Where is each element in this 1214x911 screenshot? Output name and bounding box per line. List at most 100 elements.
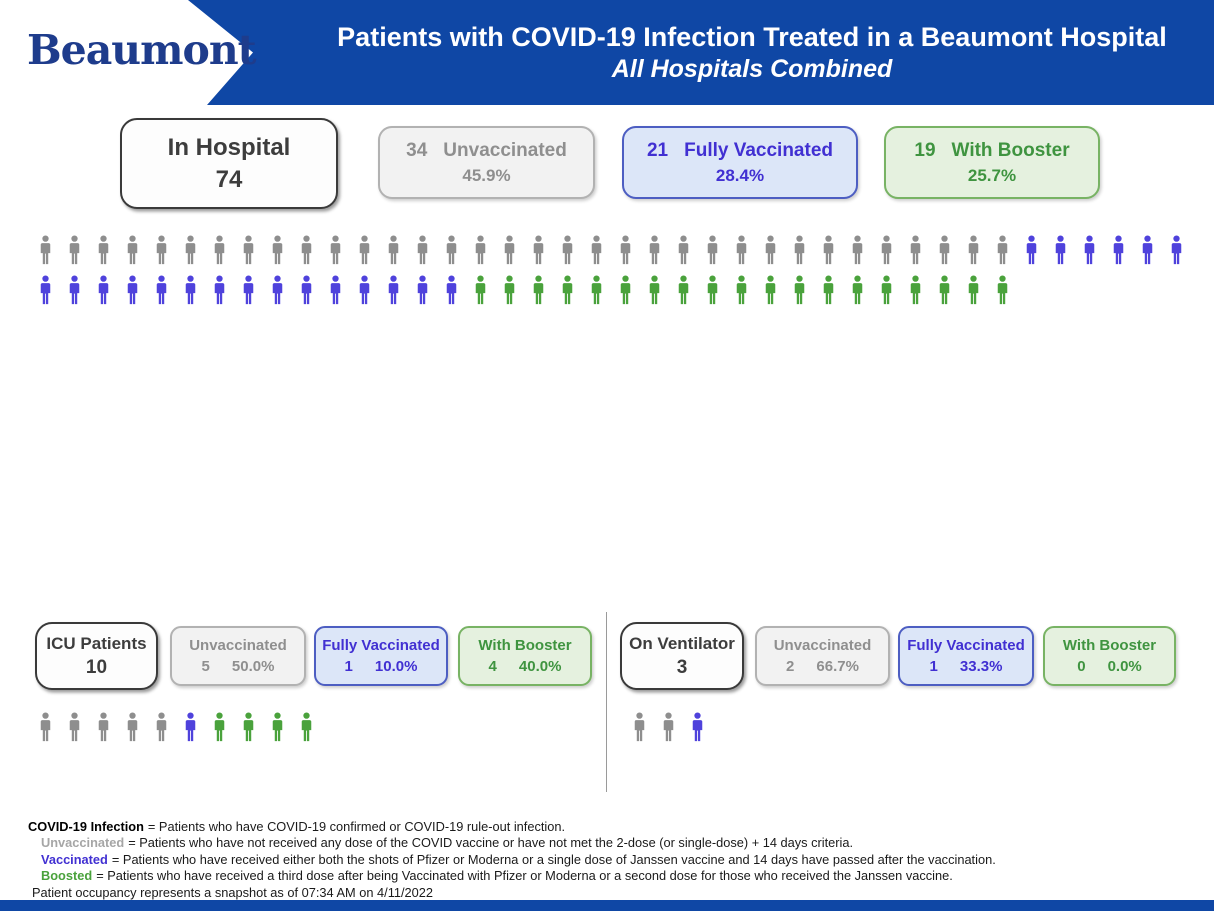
person-icon [965,275,994,306]
ventilator-fully-vaccinated-count: 1 [929,658,938,675]
person-icon [182,235,211,266]
icu-fully-vaccinated-box: Fully Vaccinated 1 10.0% [314,626,448,686]
person-icon [95,235,124,266]
hospital-fully-vaccinated-line: 21 Fully Vaccinated [647,140,833,162]
person-icon [153,275,182,306]
person-icon [660,712,689,743]
person-icon [37,235,66,266]
hospital-with-booster-label: With Booster [951,139,1070,161]
person-icon [182,275,211,306]
person-icon [733,275,762,306]
ventilator-unvaccinated-line: 2 66.7% [786,658,859,675]
person-icon [385,235,414,266]
person-icon [211,275,240,306]
icu-fully-vaccinated-pct: 10.0% [374,658,418,675]
person-icon [298,712,327,743]
icu-total-box: ICU Patients 10 [35,622,158,690]
footnotes: COVID-19 Infection = Patients who have CO… [28,819,996,901]
person-icon [559,275,588,306]
person-icon [646,235,675,266]
ventilator-label: On Ventilator [629,634,735,654]
person-icon [153,235,182,266]
person-icon [1052,235,1081,266]
person-icon [878,275,907,306]
hospital-unvaccinated-box: 34 Unvaccinated 45.9% [378,126,595,199]
footnote-term: Boosted [41,868,93,884]
ventilator-fully-vaccinated-label: Fully Vaccinated [907,637,1025,654]
person-icon [298,275,327,306]
person-icon [472,275,501,306]
ventilator-fully-vaccinated-line: 1 33.3% [930,658,1003,675]
person-icon [733,235,762,266]
footnote-unvaccinated: Unvaccinated = Patients who have not rece… [28,835,996,851]
person-icon [414,235,443,266]
person-icon [66,712,95,743]
person-icon [689,712,718,743]
person-icon [1081,235,1110,266]
person-icon [675,235,704,266]
person-icon [443,275,472,306]
icu-fully-vaccinated-count: 1 [344,658,353,675]
person-icon [994,235,1023,266]
person-icon [762,275,791,306]
icu-unvaccinated-box: Unvaccinated 5 50.0% [170,626,306,686]
person-icon [675,275,704,306]
person-icon [1168,235,1197,266]
hospital-fully-vaccinated-box: 21 Fully Vaccinated 28.4% [622,126,858,199]
person-icon [1023,235,1052,266]
bottom-accent-bar [0,900,1214,911]
hospital-with-booster-count: 19 [914,139,936,161]
person-icon [530,275,559,306]
person-icon [124,712,153,743]
in-hospital-label: In Hospital [167,134,291,162]
footnote-term: Unvaccinated [41,835,125,851]
footnote-text: = Patients who have received either both… [111,851,996,867]
person-icon [994,275,1023,306]
person-icon [588,235,617,266]
icu-unvaccinated-line: 5 50.0% [202,658,275,675]
person-icon [66,235,95,266]
person-icon [37,712,66,743]
icu-label: ICU Patients [46,634,147,654]
person-icon [936,235,965,266]
ventilator-with-booster-pct: 0.0% [1107,658,1142,675]
ventilator-with-booster-label: With Booster [1062,637,1157,654]
person-icon [530,235,559,266]
person-icon [269,275,298,306]
person-icon [37,275,66,306]
in-hospital-count: 74 [215,165,243,193]
person-icon [965,235,994,266]
page-title: Patients with COVID-19 Infection Treated… [337,21,1167,52]
ventilator-count: 3 [676,656,688,678]
person-icon [327,275,356,306]
footnote-text: = Patients who have received a third dos… [96,868,953,884]
icu-count: 10 [85,656,108,678]
in-hospital-total-box: In Hospital 74 [120,118,338,209]
person-icon [820,235,849,266]
icu-with-booster-count: 4 [488,658,497,675]
person-icon [153,712,182,743]
ventilator-pictogram [631,712,718,752]
person-icon [501,235,530,266]
icu-with-booster-box: With Booster 4 40.0% [458,626,592,686]
hospital-with-booster-line: 19 With Booster [914,140,1069,162]
ventilator-total-box: On Ventilator 3 [620,622,744,690]
person-icon [849,275,878,306]
hospital-fully-vaccinated-pct: 28.4% [715,165,765,185]
person-icon [762,235,791,266]
hospital-with-booster-pct: 25.7% [967,165,1017,185]
person-icon [878,235,907,266]
ventilator-unvaccinated-count: 2 [786,658,795,675]
footnote-text: Patient occupancy represents a snapshot … [32,884,434,900]
person-icon [559,235,588,266]
icu-with-booster-line: 4 40.0% [489,658,562,675]
header-titles: Patients with COVID-19 Infection Treated… [290,0,1214,105]
icu-unvaccinated-count: 5 [201,658,210,675]
person-icon [588,275,617,306]
ventilator-with-booster-line: 0 0.0% [1077,658,1142,675]
hospital-fully-vaccinated-count: 21 [646,139,669,161]
person-icon [704,235,733,266]
ventilator-unvaccinated-box: Unvaccinated 2 66.7% [755,626,890,686]
person-icon [1110,235,1139,266]
